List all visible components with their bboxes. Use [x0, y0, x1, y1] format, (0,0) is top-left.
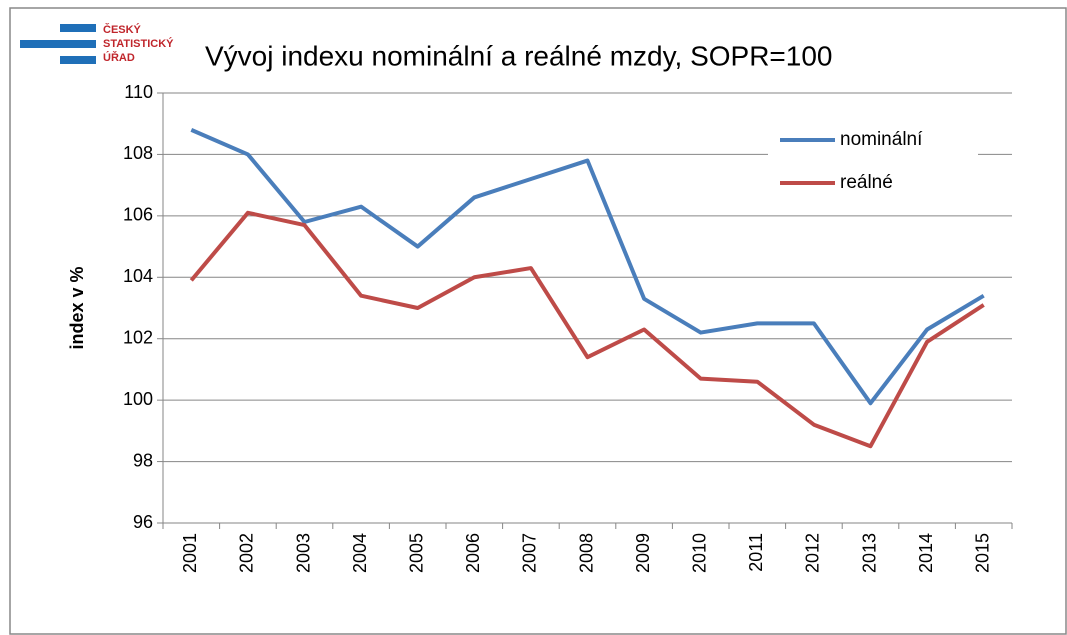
logo-bar — [20, 40, 96, 48]
y-tick-label: 96 — [133, 512, 153, 532]
logo-bar — [60, 56, 96, 64]
x-tick-label: 2013 — [859, 533, 879, 573]
series-line — [190, 128, 985, 406]
chart-title: Vývoj indexu nominální a reálné mzdy, SO… — [205, 40, 832, 71]
series-line — [189, 210, 985, 449]
legend-label: nominální — [840, 129, 923, 150]
x-tick-label: 2005 — [406, 533, 426, 573]
x-tick-label: 2014 — [916, 533, 936, 573]
x-tick-label: 2003 — [293, 533, 313, 573]
x-tick-label: 2001 — [180, 533, 200, 573]
y-tick-label: 98 — [133, 450, 153, 470]
x-tick-label: 2010 — [689, 533, 709, 573]
x-tick-label: 2007 — [520, 533, 540, 573]
logo-text: ÚŘAD — [103, 51, 135, 64]
y-tick-label: 108 — [123, 143, 153, 163]
x-tick-label: 2004 — [350, 533, 370, 573]
x-tick-label: 2015 — [972, 533, 992, 573]
y-tick-label: 104 — [123, 266, 153, 286]
x-tick-label: 2008 — [576, 533, 596, 573]
x-tick-label: 2002 — [237, 533, 257, 573]
y-axis-title: index v % — [67, 266, 87, 349]
y-tick-label: 110 — [124, 82, 153, 102]
logo-bar — [60, 24, 96, 32]
x-tick-label: 2011 — [746, 533, 766, 572]
x-tick-label: 2012 — [803, 533, 823, 573]
logo-text: ČESKÝ — [103, 23, 142, 36]
legend-label: reálné — [840, 172, 893, 193]
x-tick-label: 2006 — [463, 533, 483, 573]
logo-text: STATISTICKÝ — [103, 37, 174, 50]
logo: ČESKÝ STATISTICKÝ ÚŘAD — [20, 23, 174, 64]
y-tick-label: 102 — [123, 327, 153, 347]
y-tick-label: 106 — [123, 205, 153, 225]
x-tick-label: 2009 — [633, 533, 653, 573]
chart-frame — [9, 7, 1067, 635]
legend-background — [768, 120, 978, 210]
y-tick-label: 100 — [123, 389, 153, 409]
